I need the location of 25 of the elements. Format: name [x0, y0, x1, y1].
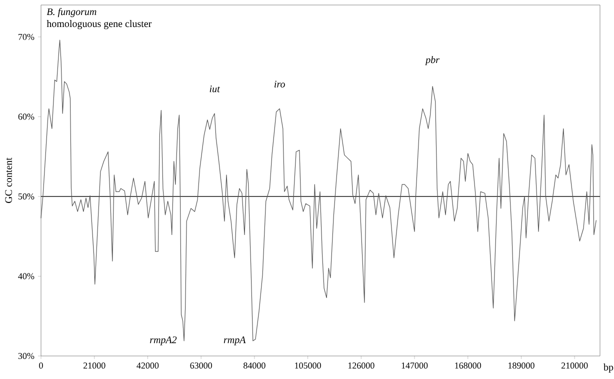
x-axis-title: bp — [604, 364, 614, 373]
x-tick-label: 126000 — [348, 362, 374, 369]
annotation: homologuous gene cluster — [46, 20, 152, 30]
x-tick-label: 0 — [39, 362, 43, 369]
annotation: rmpA — [224, 336, 246, 346]
annotation: iro — [274, 80, 285, 88]
annotation: pbr — [425, 56, 440, 66]
annotation: B. fungorum — [46, 8, 96, 18]
x-tick-label: 168000 — [455, 362, 482, 369]
annotation: rmpA2 — [150, 336, 177, 346]
x-tick-label: 63000 — [190, 362, 212, 369]
x-tick-label: 42000 — [136, 362, 159, 369]
x-tick-label: 147000 — [402, 362, 428, 369]
x-tick-label: 189000 — [508, 362, 534, 369]
y-tick-label: 40% — [18, 273, 34, 280]
y-tick-label: 60% — [18, 114, 34, 120]
x-tick-label: 210000 — [561, 362, 588, 369]
x-tick-label: 84000 — [244, 362, 266, 369]
y-tick-label: 50% — [18, 193, 34, 200]
x-tick-label: 105000 — [295, 362, 321, 369]
x-tick-label: 21000 — [84, 362, 106, 369]
y-tick-label: 70% — [18, 34, 34, 40]
annotation: iut — [210, 86, 220, 92]
y-tick-label: 30% — [18, 352, 34, 360]
y-axis-title: GC content — [5, 158, 12, 203]
